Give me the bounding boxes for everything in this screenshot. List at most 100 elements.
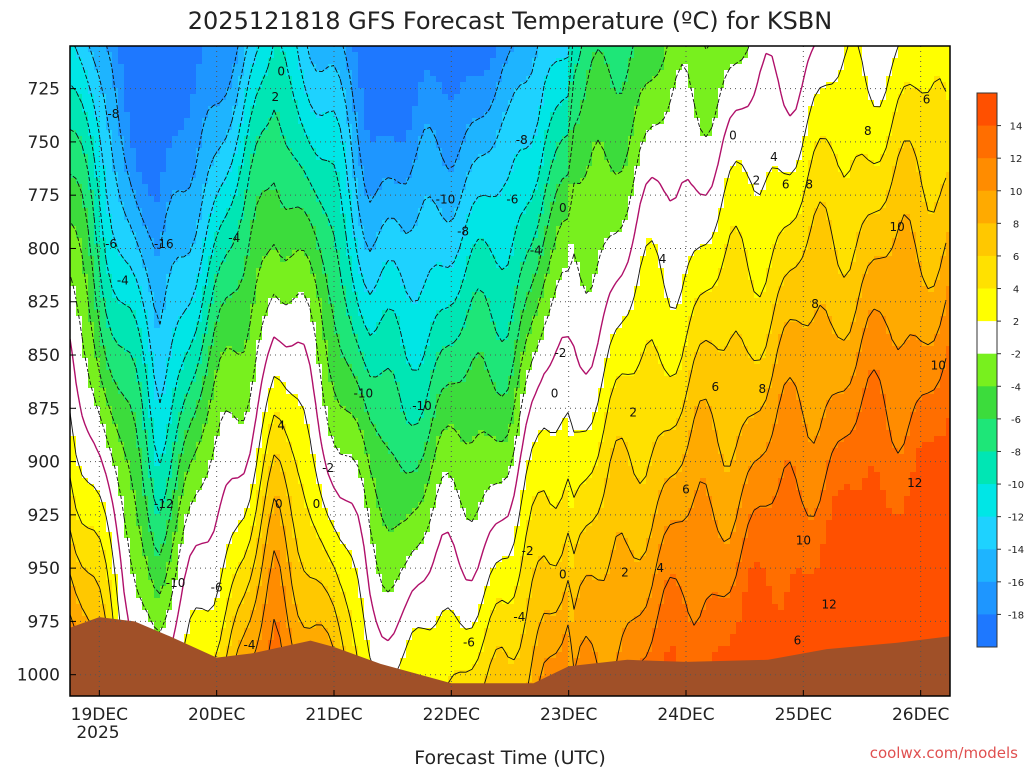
contour-label-10: 2 — [272, 90, 280, 104]
temperature-field — [70, 46, 950, 696]
colorbar-label-4: -10 — [1008, 480, 1024, 491]
colorbar-swatch-10 — [977, 288, 997, 322]
colorbar-swatch-4 — [977, 484, 997, 518]
colorbar-swatch-1 — [977, 581, 997, 615]
x-tick-label-1: 20DEC — [188, 705, 245, 725]
colorbar-swatch-16 — [977, 93, 997, 127]
contour-label-30: 2 — [629, 406, 637, 420]
contour-label-9: 0 — [277, 65, 285, 79]
y-tick-label-8: 925 — [28, 506, 60, 526]
colorbar-label-3: -12 — [1008, 513, 1024, 524]
colorbar-label-1: -16 — [1008, 578, 1024, 589]
colorbar-label-11: 6 — [1013, 252, 1019, 263]
colorbar-swatch-15 — [977, 125, 997, 159]
colorbar-label-5: -8 — [1011, 447, 1021, 458]
contour-label-24: 0 — [551, 386, 559, 400]
x-tick-label-2: 21DEC — [305, 705, 362, 725]
contour-label-28: 0 — [559, 568, 567, 582]
contour-label-15: -10 — [354, 386, 374, 400]
y-tick-label-1: 750 — [28, 133, 60, 153]
colorbar-label-14: 12 — [1010, 154, 1023, 165]
x-tick-label-4: 23DEC — [540, 705, 597, 725]
x-year-label: 2025 — [76, 723, 119, 743]
contour-label-12: 0 — [275, 497, 283, 511]
x-tick-label-5: 24DEC — [657, 705, 714, 725]
contour-label-18: -8 — [457, 224, 469, 238]
y-tick-label-6: 875 — [28, 399, 60, 419]
colorbar-label-13: 10 — [1010, 187, 1023, 198]
x-tick-label-6: 25DEC — [775, 705, 832, 725]
contour-label-49: 10 — [931, 359, 946, 373]
contour-label-37: 4 — [770, 150, 778, 164]
y-tick-label-0: 725 — [28, 80, 60, 100]
y-tick-label-7: 900 — [28, 453, 60, 473]
contour-label-7: -4 — [228, 231, 240, 245]
colorbar-label-6: -6 — [1011, 415, 1021, 426]
contour-label-27: -2 — [522, 544, 534, 558]
y-tick-label-5: 850 — [28, 346, 60, 366]
contour-label-43: 10 — [796, 533, 811, 547]
plot-frame — [69, 45, 951, 697]
y-axis: 725 750 775 800 825 850 875 900 925 950 975 1000 — [17, 80, 76, 686]
contour-label-44: 12 — [822, 597, 837, 611]
colorbar-swatch-9 — [977, 321, 997, 355]
contour-label-17: -10 — [436, 192, 456, 206]
contour-label-0: -8 — [107, 107, 119, 121]
contour-label-33: 6 — [682, 482, 690, 496]
contour-label-8: -4 — [244, 638, 256, 652]
contour-label-26: -4 — [513, 610, 525, 624]
contour-label-34: 6 — [712, 380, 720, 394]
y-tick-label-9: 950 — [28, 559, 60, 579]
colorbar-label-7: -4 — [1011, 382, 1021, 393]
contour-label-38: 6 — [782, 178, 790, 192]
colorbar-swatch-3 — [977, 516, 997, 550]
contour-label-20: -6 — [506, 192, 518, 206]
colorbar-swatch-2 — [977, 549, 997, 583]
contour-label-23: 0 — [559, 201, 567, 215]
contour-label-21: -4 — [530, 244, 542, 258]
contour-label-2: -4 — [117, 273, 129, 287]
contour--14 — [88, 46, 539, 325]
y-tick-label-3: 800 — [28, 239, 60, 259]
contour-label-14: -2 — [322, 461, 334, 475]
colorbar-swatch-11 — [977, 255, 997, 290]
contour-label-22: -2 — [554, 346, 566, 360]
credit-text: coolwx.com/models — [870, 744, 1018, 762]
x-tick-label-3: 22DEC — [423, 705, 480, 725]
terrain-ground — [70, 617, 950, 696]
colorbar-frame — [976, 92, 998, 648]
colorbar-swatch-0 — [977, 614, 997, 648]
contour-label-1: -6 — [105, 237, 117, 251]
contour-label-16: -10 — [412, 399, 432, 413]
colorbar-label-2: -14 — [1008, 545, 1024, 556]
contour-label-35: 0 — [729, 129, 737, 143]
contour-8 — [70, 214, 947, 695]
contour-label-48: 6 — [923, 92, 931, 106]
x-tick-label-7: 26DEC — [892, 705, 949, 725]
contour-label-46: 10 — [890, 220, 905, 234]
contour-label-3: -16 — [154, 237, 174, 251]
colorbar-swatch-13 — [977, 190, 997, 224]
x-axis-label: Forecast Time (UTC) — [414, 747, 605, 768]
y-tick-label-11: 1000 — [17, 666, 60, 686]
contour-label-41: 8 — [805, 178, 813, 192]
colorbar-label-10: 4 — [1013, 285, 1019, 296]
contour-label-36: 2 — [753, 173, 761, 187]
contour-label-13: 0 — [313, 497, 321, 511]
contour-label-4: -12 — [154, 497, 174, 511]
colorbar-swatch-7 — [977, 386, 997, 420]
contour-label-5: -10 — [166, 576, 186, 590]
contour-label-6: -6 — [211, 580, 223, 594]
contour-label-42: 8 — [811, 297, 819, 311]
colorbar-swatch-14 — [977, 158, 997, 192]
contour-label-11: 4 — [277, 418, 285, 432]
contour-label-39: 6 — [794, 634, 802, 648]
x-axis: 19DEC 20DEC 21DEC 22DEC 23DEC 24DEC 25DEC 26DEC — [71, 690, 949, 725]
colorbar-label-8: -2 — [1011, 350, 1021, 361]
y-tick-label-10: 975 — [28, 612, 60, 632]
contour-label-47: 12 — [907, 476, 922, 490]
grid-lines — [70, 46, 950, 696]
colorbar-swatch-5 — [977, 451, 997, 485]
contour--10 — [70, 46, 573, 465]
